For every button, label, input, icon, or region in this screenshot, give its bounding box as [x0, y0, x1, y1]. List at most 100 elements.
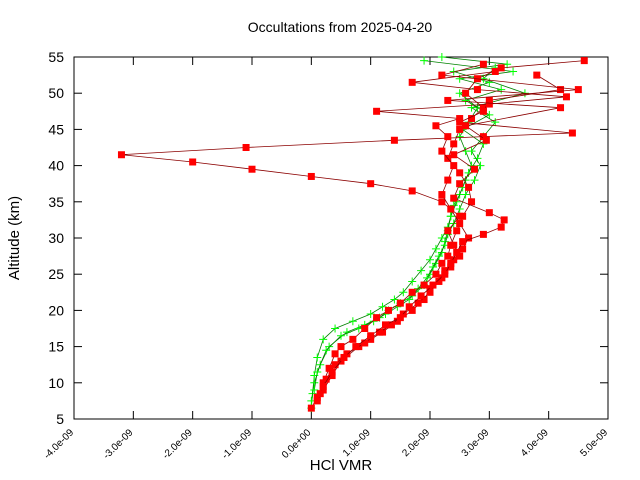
data-point: [431, 244, 440, 253]
data-point: [432, 270, 440, 278]
data-point: [405, 303, 413, 311]
data-point: [503, 60, 512, 69]
x-tick-label: -2.0e-09: [161, 427, 195, 461]
data-point: [384, 306, 392, 314]
y-tick-label: 35: [48, 194, 64, 210]
data-point: [373, 314, 381, 322]
data-point: [444, 227, 452, 235]
data-point: [331, 324, 340, 333]
y-axis-label: Altitude (km): [6, 196, 23, 280]
data-point: [557, 104, 565, 112]
x-tick-label: 3.0e-09: [460, 427, 492, 459]
x-tick-label: -4.0e-09: [42, 427, 76, 461]
x-tick-label: 1.0e-09: [341, 427, 373, 459]
data-point: [456, 180, 464, 188]
data-point: [533, 71, 541, 79]
data-point: [557, 86, 565, 94]
data-point: [319, 379, 327, 387]
data-point: [348, 317, 357, 326]
data-point: [414, 299, 422, 307]
data-point: [491, 118, 500, 127]
data-point: [396, 314, 404, 322]
data-point: [373, 107, 381, 115]
data-point: [322, 346, 331, 355]
data-point: [450, 194, 458, 202]
data-point: [361, 339, 369, 347]
data-point: [319, 386, 327, 394]
data-point: [456, 118, 464, 126]
data-point: [426, 285, 434, 293]
data-point: [349, 335, 357, 343]
data-point: [497, 85, 506, 94]
data-point: [316, 390, 324, 398]
data-point: [456, 252, 464, 260]
data-point: [479, 230, 487, 238]
y-tick-label: 10: [48, 375, 64, 391]
data-point: [313, 393, 321, 401]
x-tick-label: 4.0e-09: [519, 427, 551, 459]
data-point: [189, 158, 197, 166]
data-point: [435, 277, 443, 285]
data-point: [482, 136, 490, 144]
data-point: [450, 162, 458, 170]
data-point: [479, 104, 487, 112]
x-tick-label: 2.0e-09: [400, 427, 432, 459]
data-point: [366, 310, 375, 319]
data-point: [399, 288, 408, 297]
data-point: [476, 161, 485, 170]
data-point: [441, 270, 449, 278]
series-red: [316, 67, 570, 398]
data-point: [307, 404, 315, 412]
data-point: [485, 110, 494, 119]
data-point: [408, 306, 416, 314]
chart-title: Occultations from 2025-04-20: [248, 19, 433, 35]
plot-frame: [73, 56, 609, 420]
data-point: [429, 281, 437, 289]
x-tick-label: -1.0e-09: [220, 427, 254, 461]
data-point: [450, 140, 458, 148]
data-point: [420, 56, 429, 65]
data-point: [455, 205, 464, 214]
data-point: [473, 86, 481, 94]
series-red: [319, 60, 582, 390]
data-point: [465, 183, 473, 191]
data-point: [367, 180, 375, 188]
data-point: [313, 367, 322, 376]
data-point: [331, 350, 339, 358]
data-point: [337, 343, 345, 351]
data-point: [438, 259, 446, 267]
data-point: [562, 93, 570, 101]
y-tick-label: 45: [48, 121, 64, 137]
y-tick-label: 40: [48, 158, 64, 174]
series-line: [322, 63, 579, 387]
data-point: [453, 248, 461, 256]
data-point: [456, 115, 464, 123]
data-point: [447, 259, 455, 267]
data-point: [352, 343, 360, 351]
data-point: [462, 89, 470, 97]
data-point: [432, 122, 440, 130]
data-point: [376, 328, 384, 336]
data-point: [497, 64, 505, 72]
data-point: [390, 295, 399, 304]
data-point: [390, 136, 398, 144]
data-point: [340, 353, 348, 361]
data-point: [456, 212, 464, 220]
data-point: [438, 147, 446, 155]
data-point: [438, 71, 446, 79]
data-point: [574, 86, 582, 94]
y-tick-label: 25: [48, 266, 64, 282]
data-point: [459, 245, 467, 253]
data-point: [426, 288, 434, 296]
y-tick-label: 55: [48, 49, 64, 65]
data-point: [328, 372, 336, 380]
data-point: [500, 216, 508, 224]
data-point: [417, 266, 426, 275]
y-tick-label: 5: [56, 411, 64, 427]
data-point: [461, 96, 470, 105]
data-point: [479, 107, 487, 115]
y-axis: 5 10 15 20 25 30 35 40 45 50 55: [48, 49, 608, 427]
data-point: [382, 321, 389, 329]
data-point: [310, 378, 319, 387]
